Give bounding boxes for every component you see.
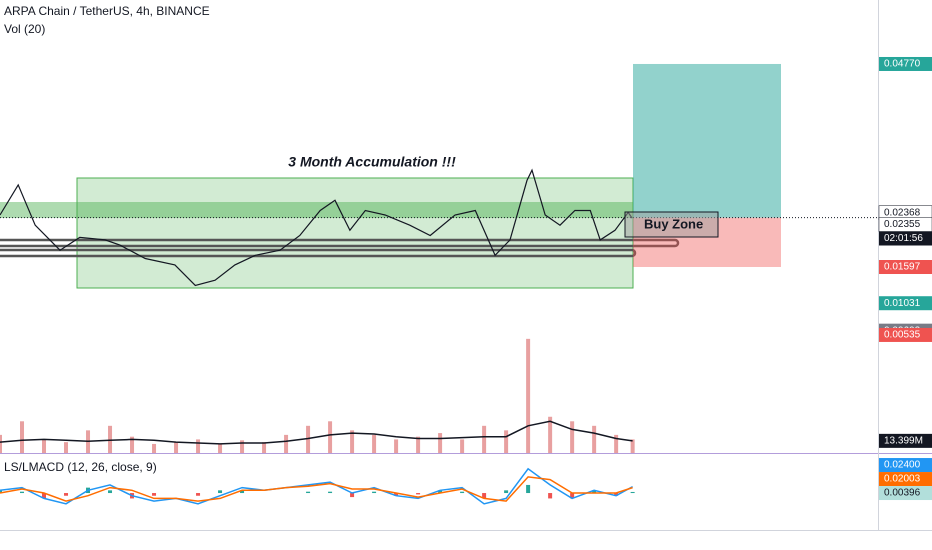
volume-bar — [130, 436, 135, 453]
price-tag — [879, 327, 932, 342]
macd-histogram-bar — [548, 493, 553, 499]
volume-bar — [174, 442, 179, 453]
macd-histogram-bar — [20, 491, 25, 494]
price-tag — [879, 472, 932, 487]
macd-histogram-bar — [64, 493, 69, 496]
buy-zone-box — [624, 211, 719, 238]
buy-zone-label: Buy Zone — [644, 216, 703, 231]
macd-histogram-bar — [416, 493, 421, 495]
macd-histogram-bar — [372, 491, 377, 494]
price-tag-label: 0.02355 — [884, 219, 921, 230]
volume-bar — [240, 440, 245, 453]
price-tag-label: 13.399M — [884, 436, 923, 447]
volume-bar — [42, 439, 47, 453]
macd-line — [0, 467, 633, 505]
volume-bar — [306, 425, 311, 453]
volume-bar — [630, 439, 635, 453]
volume-bar — [570, 421, 575, 453]
price-tag — [879, 486, 932, 501]
countdown-label: 02:01:56 — [884, 233, 923, 244]
volume-bar — [20, 421, 25, 453]
accumulation-box — [76, 177, 634, 289]
macd-histogram-bar — [614, 493, 619, 496]
macd-histogram-bar — [504, 490, 509, 494]
rail — [0, 238, 680, 248]
volume-bar — [548, 416, 553, 453]
price-tag-label: 0.02400 — [884, 460, 921, 471]
price-tag — [879, 458, 932, 473]
macd-histogram-bar — [0, 490, 2, 494]
price-tag-label: 0.00535 — [884, 330, 921, 341]
volume-bar — [504, 430, 509, 453]
price-tag-label: 0.01597 — [884, 262, 921, 273]
macd-histogram-bar — [482, 493, 487, 499]
volume-bar — [350, 430, 355, 453]
accumulation-label: 3 Month Accumulation !!! — [288, 154, 456, 170]
macd-histogram-bar — [630, 491, 635, 494]
volume-bar — [328, 421, 333, 453]
price-tag-label: 0.01031 — [884, 298, 921, 309]
macd-line — [0, 476, 633, 502]
macd-histogram-bar — [460, 491, 465, 494]
macd-histogram-bar — [328, 491, 333, 494]
macd-histogram-bar — [438, 490, 443, 494]
price-tag-label: 0.04770 — [884, 59, 921, 70]
volume-title: Vol (20) — [4, 22, 45, 36]
macd-histogram-bar — [42, 493, 47, 499]
macd-histogram-bar — [306, 491, 311, 494]
volume-ma-line — [0, 420, 633, 445]
macd-histogram-bar — [394, 493, 399, 496]
volume-bar — [108, 425, 113, 453]
volume-bar — [152, 443, 157, 453]
volume-bar — [64, 442, 69, 453]
plot — [0, 168, 878, 505]
volume-bar — [284, 434, 289, 453]
volume-bar — [526, 338, 531, 453]
price-line — [0, 168, 633, 287]
price-tag — [879, 296, 932, 311]
chart-title: ARPA Chain / TetherUS, 4h, BINANCE — [4, 4, 210, 18]
macd-histogram-bar — [218, 490, 223, 494]
volume-bar — [218, 443, 223, 453]
macd-histogram-bar — [152, 493, 157, 496]
volume-bar — [416, 436, 421, 453]
volume-bar — [438, 433, 443, 453]
volume-bar — [372, 434, 377, 453]
countdown-tag — [879, 231, 932, 246]
volume-bar — [0, 434, 2, 453]
macd-histogram-bar — [592, 490, 597, 494]
macd-histogram-bar — [196, 493, 201, 496]
volume-bar — [394, 439, 399, 453]
volume-bar — [196, 439, 201, 453]
price-tag-label: 0.00396 — [884, 488, 921, 499]
price-tag — [879, 433, 932, 448]
target-zone — [633, 63, 781, 218]
price-tag-label: 0.02368 — [884, 207, 921, 218]
volume-bar — [614, 434, 619, 453]
axes: 0.047700.023680.023550.015970.010310.006… — [878, 56, 932, 501]
macd-title: LS/LMACD (12, 26, close, 9) — [4, 460, 157, 474]
macd-histogram-bar — [350, 493, 355, 498]
volume-bar — [482, 425, 487, 453]
rail — [0, 248, 637, 258]
volume-bar — [262, 442, 267, 453]
price-tag — [879, 260, 932, 275]
volume-bar — [592, 425, 597, 453]
volume-bar — [460, 439, 465, 453]
macd-histogram-bar — [240, 490, 245, 494]
macd-histogram-bar — [570, 493, 575, 499]
supply-band — [0, 202, 633, 218]
price-tag — [879, 56, 932, 71]
price-tag-label: 0.02003 — [884, 474, 921, 485]
macd-histogram-bar — [526, 484, 531, 494]
macd-histogram-bar — [108, 490, 113, 494]
